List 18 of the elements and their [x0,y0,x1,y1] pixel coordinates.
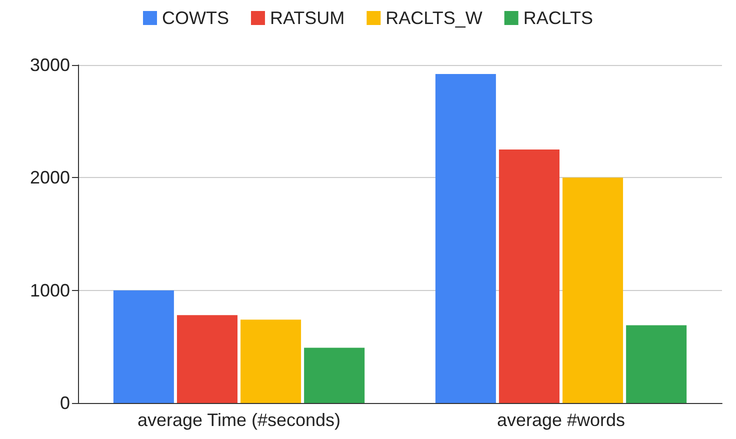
legend-label: COWTS [162,8,229,28]
y-tick-label: 3000 [30,55,70,75]
bar [626,325,687,403]
bar [562,178,624,403]
bar [498,150,560,403]
legend-label: RACLTS [523,8,594,28]
x-tick-label: average #words [496,410,626,430]
bar [176,315,238,403]
bar [435,74,496,403]
bar [304,348,365,403]
x-tick-label: average Time (#seconds) [137,410,341,430]
bar [240,320,302,403]
y-tick-label: 2000 [30,168,70,188]
bar [113,290,174,403]
y-tick-label: 0 [60,393,70,413]
legend-label: RATSUM [270,8,345,28]
legend-label: RACLTS_W [386,8,482,28]
y-tick-label: 1000 [30,280,70,300]
